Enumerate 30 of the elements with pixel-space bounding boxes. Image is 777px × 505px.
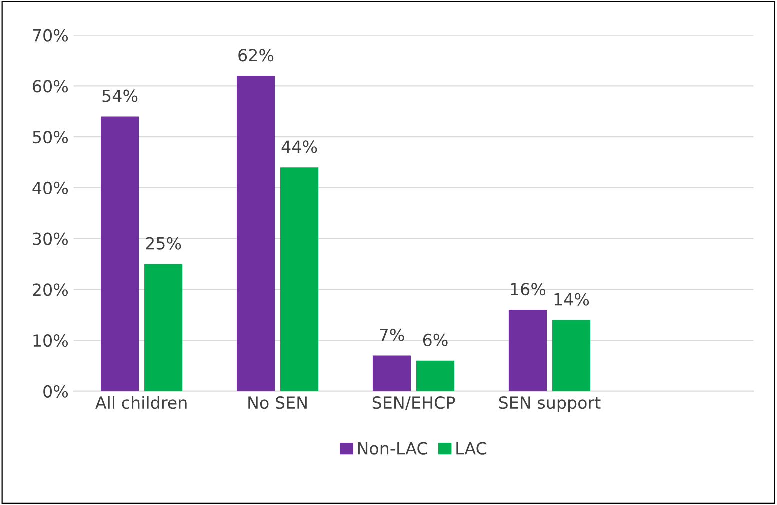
bar [101, 116, 140, 392]
y-tick-label: 0% [44, 385, 68, 398]
bar [372, 356, 412, 392]
x-tick-label: No SEN [248, 396, 307, 410]
x-tick-label: SEN support [499, 396, 601, 412]
bar [508, 310, 548, 392]
bar [552, 320, 591, 392]
y-tick-label: 50% [33, 131, 68, 144]
bar [236, 76, 276, 392]
x-tick-label: SEN/EHCP [372, 396, 456, 410]
y-tick-label: 60% [33, 80, 68, 93]
bar [416, 360, 455, 392]
text: 44% [282, 140, 318, 154]
bar [144, 264, 183, 392]
y-tick-label: 30% [33, 232, 68, 246]
text: 14% [554, 293, 590, 306]
text: 54% [102, 90, 138, 102]
legend-label: LAC [456, 442, 487, 455]
text: 16% [511, 283, 546, 296]
bar [280, 168, 319, 392]
y-tick-label: 40% [32, 182, 68, 194]
legend-label: Non-LAC [358, 442, 428, 455]
y-tick-label: 10% [34, 334, 68, 348]
y-tick-label: 20% [33, 284, 68, 296]
text: 6% [423, 334, 448, 347]
x-tick-label: All children [96, 396, 187, 410]
y-tick-label: 70% [33, 29, 68, 42]
text: 62% [238, 49, 274, 62]
text: 25% [146, 237, 182, 250]
text: 7% [380, 328, 404, 342]
